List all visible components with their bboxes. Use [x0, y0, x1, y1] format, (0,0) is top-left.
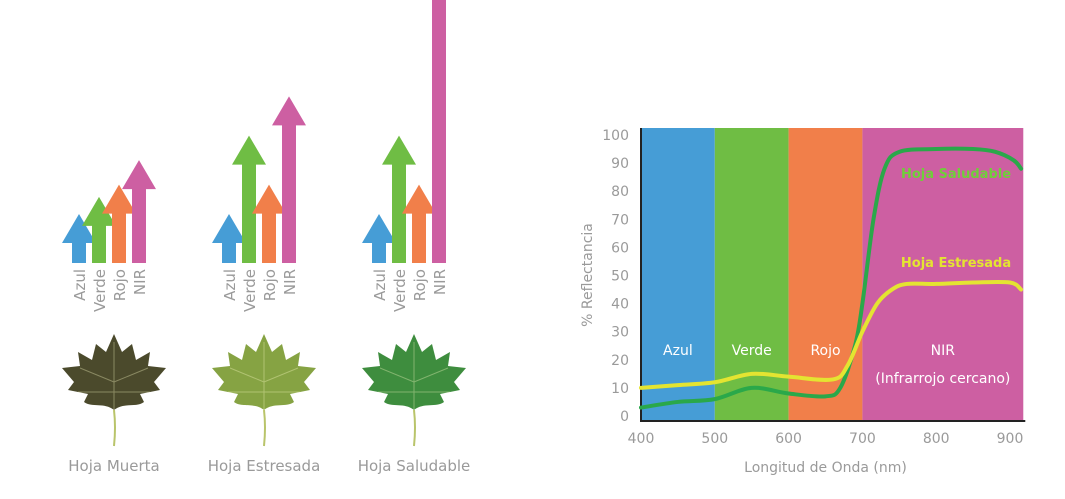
series-label: Hoja Estresada — [901, 256, 1011, 271]
x-tick-label: 900 — [997, 431, 1024, 447]
leaf-label: Hoja Saludable — [358, 457, 471, 475]
leaf-label: Hoja Muerta — [68, 457, 160, 475]
arrow-rojo — [402, 184, 436, 263]
band-label: Azul — [371, 269, 389, 301]
band-label: Azul — [71, 269, 89, 301]
series-line-0 — [639, 146, 1024, 410]
arrow-verde — [382, 135, 416, 263]
arrow-nir — [432, 0, 446, 263]
arrow-nir — [272, 96, 306, 264]
y-tick-label: 20 — [611, 353, 629, 369]
leaf-veins — [378, 342, 450, 410]
leaf-icon — [212, 334, 316, 410]
y-tick-label: 70 — [611, 212, 629, 228]
band-label: NIR — [131, 269, 149, 295]
region-rojo — [788, 128, 863, 421]
y-axis-label: % Reflectancia — [580, 223, 596, 327]
y-tick-label: 60 — [611, 240, 629, 256]
series-line-1 — [639, 279, 1024, 390]
arrow-verde — [232, 135, 266, 263]
y-tick-label: 0 — [620, 409, 629, 425]
arrow-nir — [122, 160, 156, 263]
y-tick-label: 80 — [611, 184, 629, 200]
band-label: Verde — [241, 269, 259, 312]
y-tick-label: 40 — [611, 297, 629, 313]
region-label: Azul — [663, 343, 693, 359]
band-label: Rojo — [261, 269, 279, 301]
x-tick-label: 700 — [849, 431, 876, 447]
leaf-icon — [362, 334, 466, 410]
region-azul — [641, 128, 715, 421]
series-label: Hoja Saludable — [901, 167, 1011, 182]
y-tick-label: 100 — [602, 128, 629, 144]
y-tick-label: 90 — [611, 156, 629, 172]
region-sublabel: (Infrarrojo cercano) — [875, 371, 1010, 387]
y-tick-label: 30 — [611, 325, 629, 341]
band-label: Verde — [391, 269, 409, 312]
band-label: NIR — [431, 269, 449, 295]
region-label: Rojo — [810, 343, 840, 359]
leaf-stem — [263, 409, 266, 447]
arrow-azul — [62, 214, 96, 263]
leaf-group-0: Azul Verde Rojo NIR Hoja Muerta — [62, 160, 166, 475]
axes — [640, 128, 1026, 422]
leaf-icon — [62, 334, 166, 410]
band-label: Azul — [221, 269, 239, 301]
band-label: Verde — [91, 269, 109, 312]
y-tick-label: 10 — [611, 381, 629, 397]
arrow-rojo — [252, 184, 286, 263]
leaf-stem — [113, 409, 116, 447]
region-nir — [862, 128, 1024, 421]
band-label: Rojo — [411, 269, 429, 301]
arrow-rojo — [102, 184, 136, 263]
band-label: NIR — [281, 269, 299, 295]
x-tick-label: 600 — [775, 431, 802, 447]
x-axis-label: Longitud de Onda (nm) — [744, 460, 907, 476]
arrow-azul — [362, 214, 396, 263]
leaf-veins — [78, 342, 150, 410]
x-tick-label: 400 — [628, 431, 655, 447]
leaf-stem — [413, 409, 416, 447]
leaf-label: Hoja Estresada — [208, 457, 321, 475]
leaf-veins — [228, 342, 300, 410]
x-tick-label: 500 — [701, 431, 728, 447]
region-label: Verde — [732, 343, 772, 359]
reflectance-chart: Azul Verde Rojo NIR (Infrarrojo cercano) 0 10 2… — [580, 128, 1026, 476]
leaf-group-2: Azul Verde Rojo NIR Hoja Saludable — [358, 0, 471, 475]
x-tick-label: 800 — [923, 431, 950, 447]
arrow-azul — [212, 214, 246, 263]
y-tick-label: 50 — [611, 269, 629, 285]
region-label: NIR — [931, 343, 956, 359]
leaf-group-1: Azul Verde Rojo NIR Hoja Estresada — [208, 96, 321, 475]
band-label: Rojo — [111, 269, 129, 301]
